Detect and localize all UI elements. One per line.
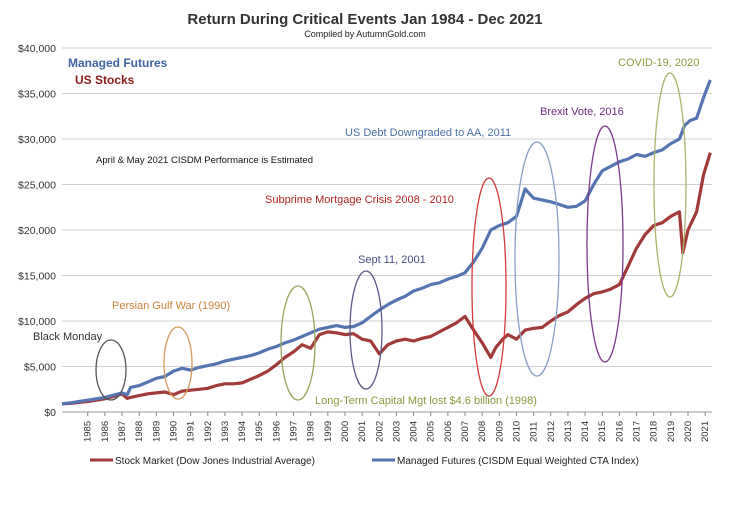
x-tick-label: 2006 — [443, 421, 454, 442]
x-tick-label: 1998 — [306, 421, 317, 442]
label-managed-futures: Managed Futures — [68, 56, 168, 70]
x-tick-label: 1997 — [289, 421, 300, 442]
event-label: Brexit Vote, 2016 — [540, 106, 624, 118]
y-axis-ticks: $0 $5,000 $10,000 $15,000 $20,000 $25,000 $30,… — [18, 43, 56, 419]
x-tick-label: 2001 — [357, 421, 368, 442]
x-tick-label: 2000 — [340, 421, 351, 442]
event-label: US Debt Downgraded to AA, 2011 — [345, 127, 511, 139]
y-tick-label: $35,000 — [18, 89, 56, 101]
x-tick-label: 1994 — [237, 421, 248, 442]
y-tick-label: $20,000 — [18, 225, 56, 237]
x-tick-label: 2015 — [597, 421, 608, 442]
y-tick-label: $40,000 — [18, 43, 56, 55]
event-ellipse — [95, 339, 127, 401]
x-tick-label: 2013 — [563, 421, 574, 442]
y-tick-label: $30,000 — [18, 134, 56, 146]
y-tick-label: $0 — [44, 407, 56, 419]
x-tick-label: 2012 — [546, 421, 557, 442]
x-tick-label: 1988 — [134, 421, 145, 442]
event-ellipse — [163, 326, 193, 400]
x-tick-label: 1990 — [168, 421, 179, 442]
event-label: Black Monday — [33, 331, 103, 343]
x-tick-label: 2007 — [460, 421, 471, 442]
event-ellipse — [471, 177, 507, 397]
x-tick-label: 1989 — [151, 421, 162, 442]
event-ellipse — [280, 285, 316, 401]
event-label: Long-Term Capital Mgt lost $4.6 billion … — [315, 395, 537, 407]
x-tick-label: 1992 — [203, 421, 214, 442]
estimate-note: April & May 2021 CISDM Performance is Es… — [96, 155, 313, 166]
event-ellipse — [514, 141, 560, 377]
x-tick-label: 1986 — [100, 421, 111, 442]
label-us-stocks: US Stocks — [75, 73, 135, 87]
event-ellipse — [653, 72, 687, 298]
x-tick-label: 1999 — [323, 421, 334, 442]
x-tick-label: 2002 — [374, 421, 385, 442]
y-tick-label: $10,000 — [18, 316, 56, 328]
event-label: COVID-19, 2020 — [618, 57, 699, 69]
event-ellipse — [586, 125, 624, 363]
y-tick-label: $5,000 — [24, 362, 56, 374]
x-tick-label: 1985 — [83, 421, 94, 442]
x-tick-label: 2005 — [426, 421, 437, 442]
x-axis-ticks: 1985 1986 1987 1988 1989 1990 1991 1992 1993 1994… — [83, 412, 711, 442]
x-tick-label: 1995 — [254, 421, 265, 442]
x-tick-label: 2016 — [614, 421, 625, 442]
event-annotations: Black Monday Persian Gulf War (1990) Long-… — [33, 57, 699, 407]
x-tick-label: 2011 — [529, 422, 540, 442]
x-tick-label: 2021 — [700, 421, 711, 442]
event-label: Persian Gulf War (1990) — [112, 300, 230, 312]
x-tick-label: 2020 — [683, 421, 694, 442]
x-tick-label: 2008 — [477, 421, 488, 442]
x-tick-label: 2014 — [580, 421, 591, 442]
legend-label-managed-futures: Managed Futures (CISDM Equal Weighted CT… — [397, 456, 639, 467]
event-label: Sept 11, 2001 — [358, 254, 426, 266]
legend: Stock Market (Dow Jones Industrial Avera… — [90, 456, 639, 467]
event-ellipse — [349, 270, 383, 390]
x-tick-label: 2017 — [632, 421, 643, 442]
x-tick-label: 2003 — [391, 421, 402, 442]
x-tick-label: 1996 — [271, 421, 282, 442]
x-tick-label: 2010 — [511, 421, 522, 442]
x-tick-label: 2018 — [649, 421, 660, 442]
chart-subtitle: Compiled by AutumnGold.com — [304, 29, 426, 39]
x-tick-label: 1987 — [117, 421, 128, 442]
event-label: Subprime Mortgage Crisis 2008 - 2010 — [265, 194, 454, 206]
event-ellipses — [95, 72, 687, 401]
x-tick-label: 1991 — [186, 421, 197, 442]
y-tick-label: $15,000 — [18, 271, 56, 283]
x-tick-label: 1993 — [220, 421, 231, 442]
x-tick-label: 2009 — [494, 421, 505, 442]
grid-lines — [62, 47, 712, 413]
chart-title: Return During Critical Events Jan 1984 -… — [187, 11, 542, 28]
x-tick-label: 2019 — [666, 421, 677, 442]
series-line — [61, 152, 712, 406]
x-tick-label: 2004 — [409, 421, 420, 442]
y-tick-label: $25,000 — [18, 180, 56, 192]
legend-label-stocks: Stock Market (Dow Jones Industrial Avera… — [115, 456, 315, 467]
